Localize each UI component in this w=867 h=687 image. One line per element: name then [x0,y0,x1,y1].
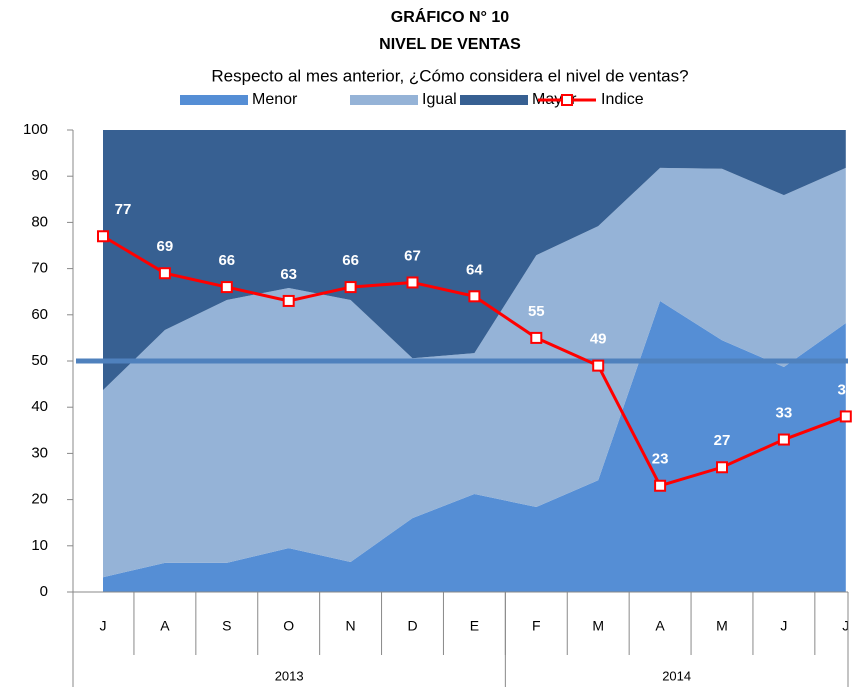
value-label: 66 [218,252,235,269]
x-tick-label: O [283,618,294,634]
value-label: 23 [652,451,669,468]
x-tick-label: J [100,618,107,634]
area [103,130,846,391]
chart-question: Respecto al mes anterior, ¿Cómo consider… [211,66,688,85]
x-tick-label: F [532,618,541,634]
y-tick-label: 70 [31,260,48,277]
value-label: 69 [157,238,174,255]
year-label: 2014 [662,668,691,683]
index-marker [468,290,481,303]
y-tick-label: 100 [23,121,48,138]
legend-swatch [180,95,248,105]
index-marker [654,479,667,492]
x-tick-label: E [470,618,479,634]
x-tick-label: J [842,618,849,634]
index-marker [220,281,233,294]
index-marker [839,410,852,423]
legend-label: Menor [252,91,298,108]
y-tick-label: 10 [31,537,48,554]
value-label: 67 [404,247,421,264]
index-marker [530,331,543,344]
value-label: 38 [837,381,854,398]
index-marker [777,433,790,446]
x-tick-label: N [346,618,356,634]
x-tick-label: M [716,618,728,634]
value-label: 33 [776,405,793,422]
value-label: 27 [714,432,731,449]
y-tick-label: 40 [31,398,48,415]
x-tick-label: M [592,618,604,634]
index-marker [97,230,109,243]
value-label: 77 [115,201,132,218]
y-tick-label: 50 [31,352,48,369]
index-marker [406,276,419,289]
value-label: 55 [528,303,545,320]
area [103,167,846,578]
value-label: 66 [342,252,359,269]
area [103,300,846,592]
x-tick-label: D [407,618,417,634]
chart-title: GRÁFICO N° 10 [391,7,510,26]
legend-marker [561,94,573,106]
legend-label: Indice [601,91,644,108]
value-label: 49 [590,331,607,348]
y-tick-label: 90 [31,167,48,184]
x-tick-label: J [780,618,787,634]
y-tick-label: 20 [31,491,48,508]
x-tick-label: S [222,618,231,634]
index-marker [592,359,605,372]
index-marker [344,281,357,294]
legend-label: Igual [422,91,457,108]
value-label: 63 [280,266,297,283]
index-marker [282,294,295,307]
index-marker [158,267,171,280]
legend-swatch [460,95,528,105]
x-tick-label: A [655,618,665,634]
year-label: 2013 [275,668,304,683]
chart-subtitle: NIVEL DE VENTAS [379,36,521,53]
x-tick-label: A [160,618,170,634]
y-tick-label: 60 [31,306,48,323]
value-label: 64 [466,261,483,278]
y-tick-label: 30 [31,444,48,461]
y-tick-label: 80 [31,213,48,230]
index-marker [716,461,728,474]
legend-swatch [350,95,418,105]
y-tick-label: 0 [40,583,48,600]
